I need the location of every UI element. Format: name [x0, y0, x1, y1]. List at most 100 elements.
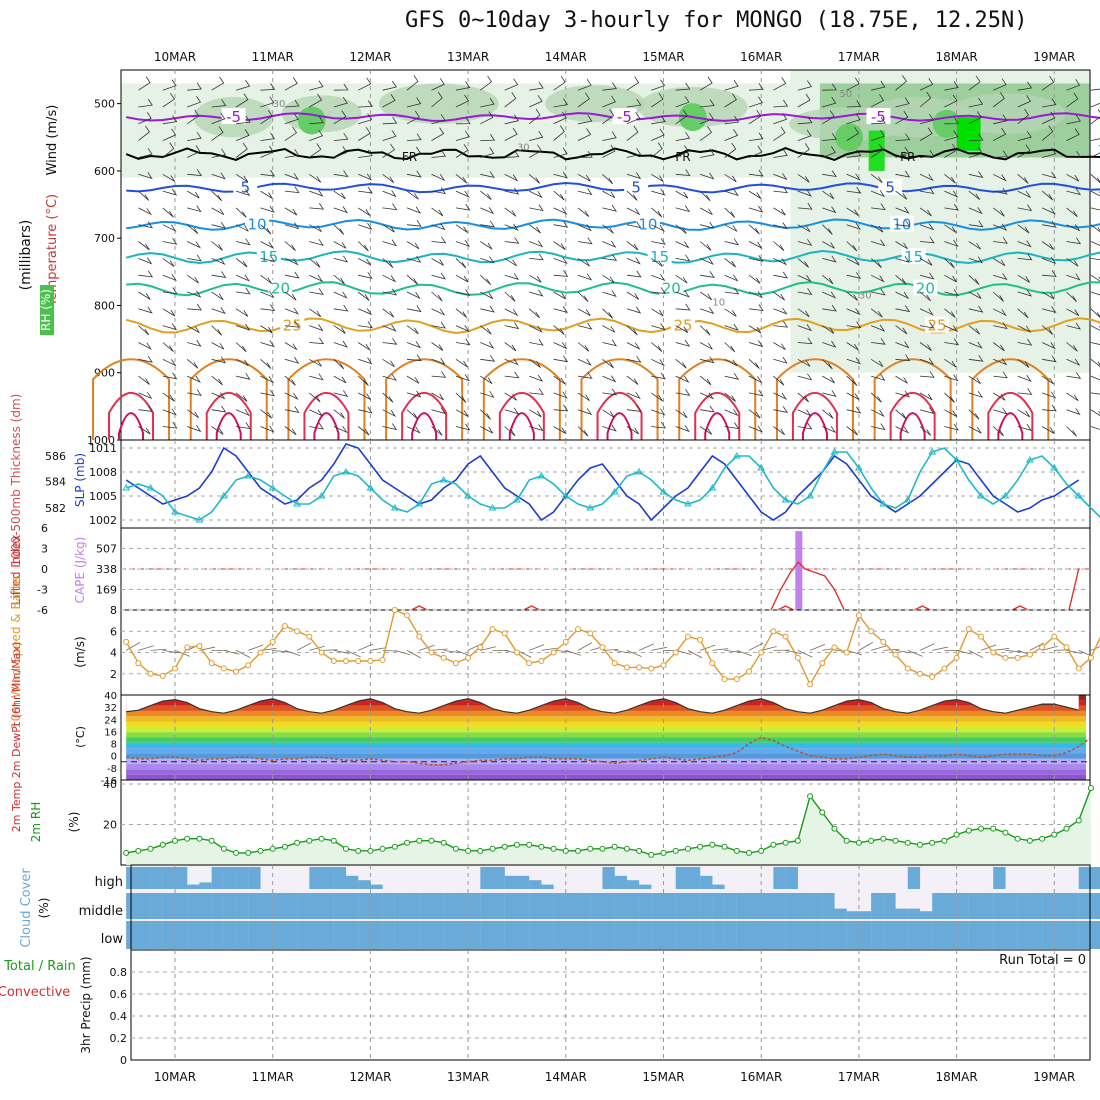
wind-barb [699, 342, 713, 350]
wind-barb [358, 186, 373, 194]
wind-tick-label: 6 [110, 625, 117, 638]
wind-barb [455, 338, 471, 346]
contour-label-bg [635, 215, 660, 232]
wind-barb-10m [394, 649, 411, 656]
wind-barb [577, 408, 593, 416]
freezing-label: FR [900, 150, 915, 164]
cloud-bar-middle [565, 893, 579, 919]
precip-tick-label: 0 [120, 1054, 127, 1067]
wind-barb [480, 241, 493, 250]
pressure-tick-label: 800 [94, 299, 115, 312]
wind-barb [455, 239, 471, 247]
wind-barb [822, 359, 833, 370]
wind-barb [211, 307, 226, 315]
wind-barb-10m [712, 648, 729, 651]
wind-barb [602, 388, 618, 396]
cloud-bar-low [1005, 921, 1018, 949]
cloud-bar-middle [834, 908, 847, 919]
wind-speed-marker [978, 633, 985, 640]
wind-barb [431, 207, 444, 217]
wind-barb [699, 76, 713, 91]
wind-barb [455, 224, 468, 233]
wind-barb [968, 147, 983, 158]
wind-barb [211, 241, 223, 251]
wind-barb [309, 373, 324, 381]
wind-speed-marker [477, 644, 484, 651]
cloud-bar-middle [1029, 893, 1043, 919]
rh-axis-label: 2m RH [29, 802, 43, 843]
wind-barb [773, 113, 788, 125]
wind-barb [968, 409, 980, 420]
wind-barb [993, 308, 1007, 317]
wind-barb [236, 372, 251, 380]
wind-barb [724, 323, 739, 331]
precip-tick-label: 0.8 [110, 966, 128, 979]
wind-barb [1090, 425, 1100, 430]
wind-speed-marker [843, 649, 850, 656]
wind-barb [406, 133, 422, 141]
wind-barb [211, 405, 227, 413]
rh-contour-label: 30 [517, 143, 530, 154]
wind-barb [1066, 173, 1080, 182]
wind-barb [480, 190, 492, 201]
wind-barb [895, 110, 909, 125]
wind-barb [602, 290, 617, 298]
wind-barb [577, 207, 590, 218]
cloud-bar-low [199, 921, 212, 949]
wind-speed-marker [257, 649, 264, 656]
wind-barb-10m [333, 649, 350, 654]
wind-barb [333, 96, 348, 108]
wind-speed-marker [1075, 665, 1082, 672]
wind-barb [797, 274, 812, 283]
wind-barb [260, 132, 276, 141]
rh-marker [428, 837, 435, 844]
series-line-slp [125, 443, 1080, 522]
cloud-bar-low [1029, 921, 1043, 949]
wind-barb [846, 100, 862, 108]
wind-barb-10m [687, 650, 703, 659]
wind-barb [895, 146, 910, 158]
wind-barb [724, 422, 740, 430]
wind-speed-marker [294, 628, 301, 635]
wind-barb-10m [419, 645, 435, 651]
wind-speed-marker [147, 670, 154, 677]
wind-barb [968, 426, 982, 434]
wind-barb [260, 274, 273, 284]
cloud-bar-low [175, 921, 188, 949]
cloud-bar-low [431, 921, 444, 949]
cloud-bar-middle [919, 911, 933, 919]
lifted-index-line [770, 561, 845, 611]
wind-barb [529, 325, 543, 333]
wind-barb [992, 342, 1005, 352]
wind-barb [968, 375, 981, 385]
cloud-bar-middle [1090, 893, 1100, 919]
wind-barb-10m [980, 644, 997, 651]
wind-barb-10m [993, 648, 1010, 651]
cloud-bar-high [333, 867, 347, 889]
wind-barb [675, 339, 691, 347]
cloud-bar-low [358, 921, 371, 949]
wind-barb [1017, 253, 1033, 261]
thickness-marker [293, 500, 302, 507]
wind-barb [431, 426, 443, 436]
wind-barb [919, 357, 935, 365]
wind-barb [382, 373, 397, 381]
wind-barb [504, 237, 520, 244]
lifted-index-blip [914, 605, 931, 611]
wind-speed-marker [172, 665, 178, 672]
wind-barb [138, 148, 153, 158]
wind-barb [993, 223, 1008, 231]
wind-barb [260, 255, 276, 262]
wind-speed-marker [367, 658, 374, 664]
rh-marker [196, 835, 203, 842]
wind-barb [675, 95, 690, 108]
rh-legend-swatch [40, 285, 54, 335]
wind-barb [382, 308, 395, 318]
wind-barb [309, 308, 322, 318]
wind-barb [187, 95, 202, 108]
wind-barb [186, 358, 199, 369]
wind-barb [626, 306, 642, 314]
wind-barb [235, 224, 249, 232]
wind-barb [870, 308, 883, 318]
wind-barb [553, 256, 568, 264]
